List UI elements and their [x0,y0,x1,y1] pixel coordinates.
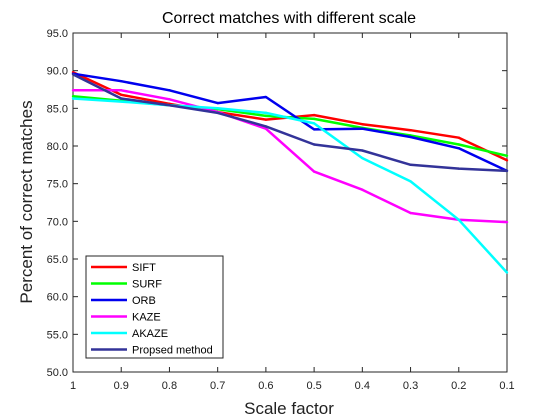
legend-label-propsed-method: Propsed method [132,345,213,357]
data-point-orb [457,147,460,150]
data-point-propsed-method [409,163,412,167]
data-point-propsed-method [71,73,75,76]
data-point-kaze [120,89,123,92]
data-point-propsed-method [312,143,316,146]
y-tick-label: 50.0 [47,367,68,379]
data-point-propsed-method [168,104,171,107]
x-tick-label: 0.1 [499,380,514,392]
data-point-akaze [312,122,316,125]
y-tick-label: 75.0 [47,179,68,191]
x-tick-label: 0.3 [403,380,418,392]
data-point-kaze [505,220,509,224]
data-point-surf [71,95,75,98]
data-point-akaze [264,111,268,115]
series-line-kaze [73,89,508,224]
data-point-akaze [505,271,509,274]
data-point-kaze [168,98,171,101]
y-axis-label: Percent of correct matches [17,100,36,303]
chart-title: Correct matches with different scale [162,10,416,27]
legend-label-orb: ORB [132,295,156,307]
data-point-orb [168,89,171,92]
data-point-orb [409,135,412,139]
data-point-kaze [409,211,412,215]
y-tick-label: 80.0 [47,141,68,153]
x-tick-label: 1 [70,380,76,392]
data-point-orb [120,80,123,83]
x-tick-label: 0.4 [355,380,370,392]
legend-label-akaze: AKAZE [132,328,168,340]
data-point-akaze [71,97,75,100]
series-line-orb [72,72,508,173]
data-point-surf [457,143,460,146]
x-tick-label: 0.9 [114,380,129,392]
data-point-orb [361,127,364,130]
y-tick-label: 65.0 [47,254,68,266]
data-point-propsed-method [361,149,364,152]
data-point-surf [264,114,268,118]
data-point-akaze [457,218,460,222]
y-tick-label: 55.0 [47,329,68,341]
data-point-surf [505,154,509,157]
data-point-sift [312,113,316,117]
x-tick-label: 0.8 [162,380,177,392]
data-point-akaze [409,180,412,183]
data-point-propsed-method [457,167,460,170]
series-line-propsed-method [72,73,508,173]
data-point-propsed-method [216,111,219,115]
legend-label-sift: SIFT [132,262,156,274]
data-point-akaze [120,100,123,103]
y-axis: 50.0 55.0 60.0 65.0 70.0 75.0 80.0 85.0 90.0 95.0 [47,28,507,379]
x-tick-label: 0.6 [258,380,273,392]
legend-label-kaze: KAZE [132,312,161,324]
data-point-sift [457,136,460,139]
series-line-akaze [72,97,508,274]
data-point-kaze [361,188,364,191]
y-tick-label: 70.0 [47,216,68,228]
data-point-orb [312,128,316,131]
data-point-orb [216,101,219,105]
data-point-sift [264,118,268,121]
data-point-orb [264,95,268,99]
data-point-sift [361,122,364,126]
data-point-sift [505,159,509,162]
y-tick-label: 90.0 [47,66,68,78]
legend-box [85,255,224,359]
data-point-akaze [216,107,219,110]
data-point-sift [120,93,123,96]
data-point-surf [312,117,316,121]
y-tick-label: 60.0 [47,292,68,304]
data-point-akaze [361,156,364,160]
y-tick-label: 85.0 [47,103,68,115]
legend-label-surf: SURF [132,279,162,291]
data-point-sift [409,128,412,132]
data-point-propsed-method [264,125,268,128]
y-tick-label: 95.0 [47,28,68,40]
x-axis: 1 0.9 0.8 0.7 0.6 0.5 0.4 0.3 0.2 0.1 [70,33,515,392]
data-point-kaze [264,127,268,130]
x-tick-label: 0.2 [451,380,466,392]
x-tick-label: 0.5 [306,380,321,392]
data-point-kaze [312,170,316,173]
data-point-propsed-method [120,97,123,100]
legend: SIFT SURF ORB KAZE AKAZE Propsed method [85,255,224,359]
x-axis-label: Scale factor [244,399,334,418]
x-tick-label: 0.7 [210,380,225,392]
data-point-propsed-method [505,169,509,173]
data-point-kaze [71,89,75,92]
series-lines [71,70,509,274]
